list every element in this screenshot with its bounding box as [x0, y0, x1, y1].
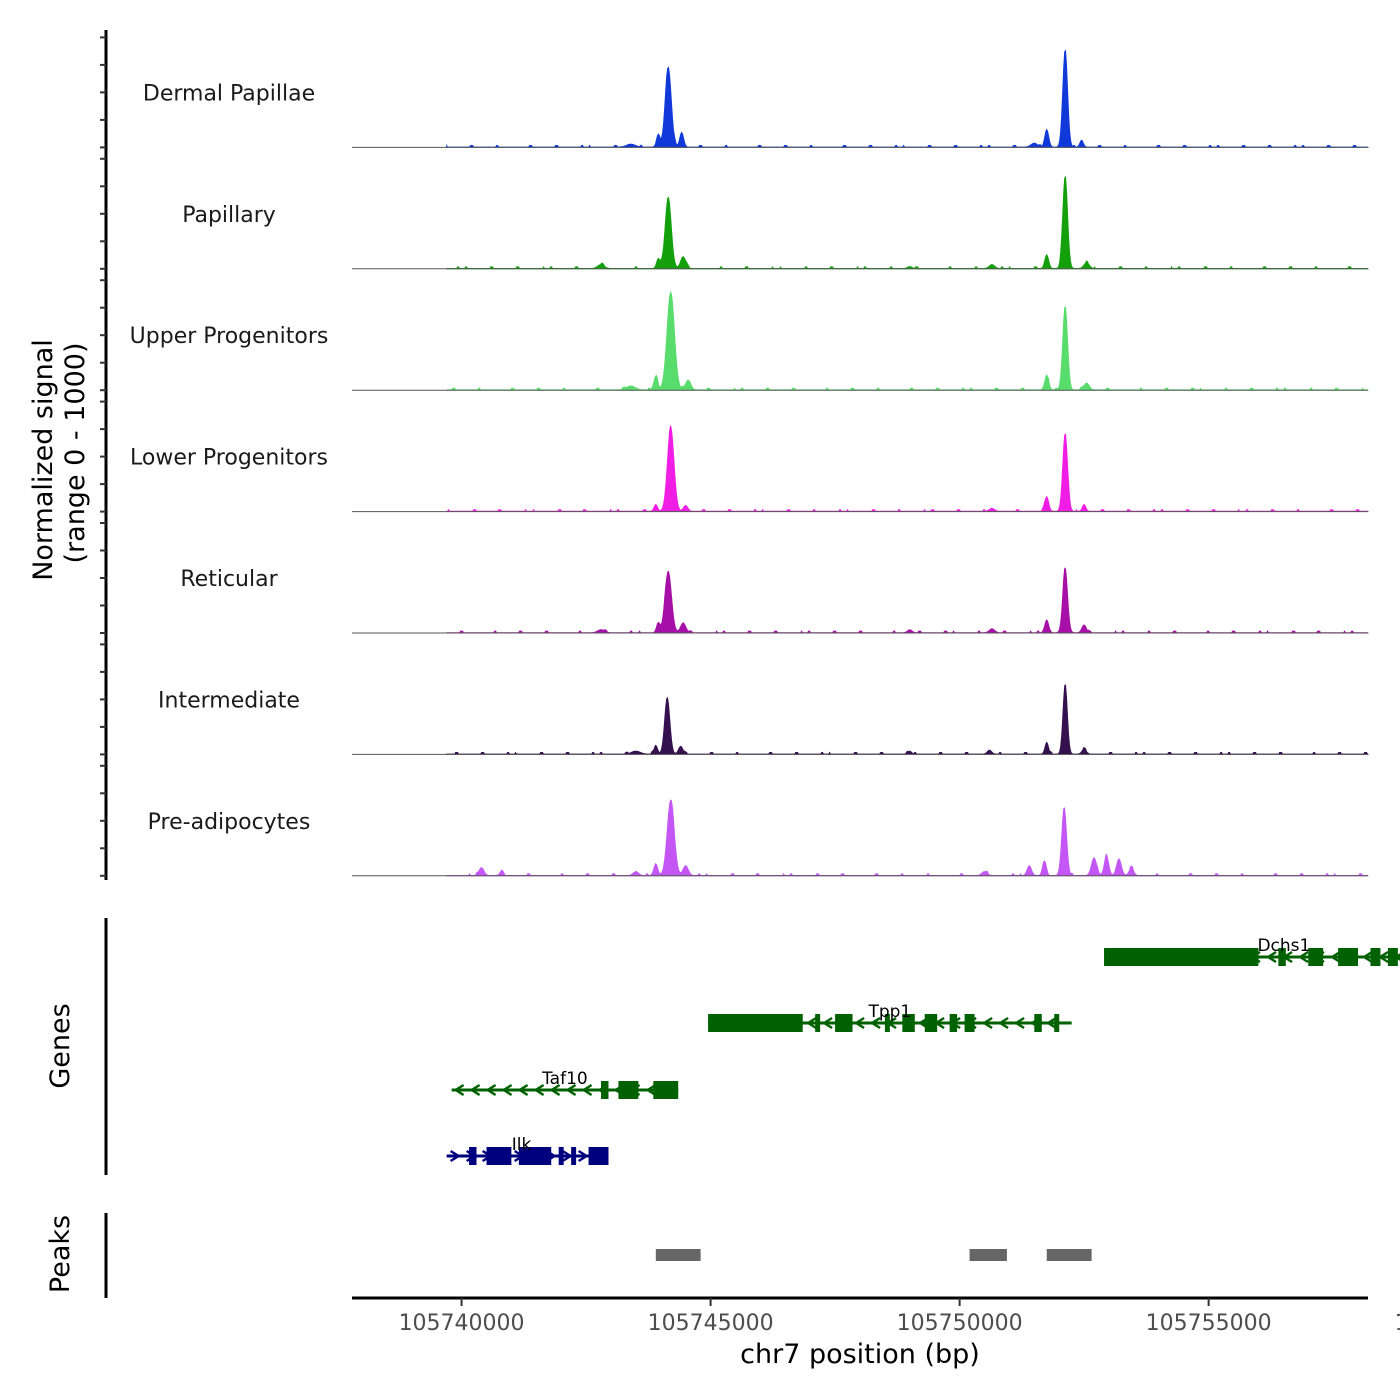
y-axis-subtitle: (range 0 - 1000) — [60, 343, 91, 564]
gene-exon — [835, 1014, 853, 1032]
strand-arrow — [565, 1083, 577, 1097]
peaks-panel — [104, 1213, 1092, 1298]
x-tick-label: 105740000 — [399, 1311, 525, 1336]
gene-exon — [518, 1147, 552, 1165]
strand-arrow — [581, 1083, 593, 1097]
strand-arrow — [853, 1016, 865, 1030]
x-tick-label: 105760000 — [1395, 1311, 1400, 1336]
track-lower-progenitors: Lower Progenitors — [130, 425, 1369, 513]
strand-arrow — [1045, 1016, 1057, 1030]
strand-arrow — [469, 1083, 481, 1097]
gene-exon — [571, 1147, 577, 1165]
gene-exon — [601, 1081, 609, 1099]
track-dermal-papillae: Dermal Papillae — [143, 49, 1369, 148]
gene-exon — [1054, 1014, 1060, 1032]
gene-exon — [588, 1147, 609, 1165]
gene-exon — [558, 1147, 564, 1165]
x-tick-label: 105750000 — [897, 1311, 1023, 1336]
strand-arrow — [449, 1149, 461, 1163]
gene-exon — [1308, 948, 1324, 966]
gene-exon — [1278, 948, 1286, 966]
strand-arrow — [561, 1149, 573, 1163]
gene-exon — [618, 1081, 639, 1099]
strand-arrow — [645, 1083, 657, 1097]
track-label-lower-progenitors: Lower Progenitors — [130, 446, 328, 471]
gene-ilk: Ilk — [446, 1135, 609, 1165]
gene-exon — [924, 1014, 938, 1032]
strand-arrow — [577, 1149, 589, 1163]
track-upper-progenitors: Upper Progenitors — [130, 290, 1369, 391]
gene-exon — [815, 1014, 821, 1032]
track-label-upper-progenitors: Upper Progenitors — [130, 324, 329, 349]
gene-exon — [708, 1014, 803, 1032]
signal-y-axis — [100, 30, 108, 880]
strand-arrow — [1265, 950, 1277, 964]
gene-exon — [964, 1014, 975, 1032]
strand-arrow — [1297, 950, 1309, 964]
signal-area-pre-adipocytes — [446, 799, 1369, 877]
gene-exon — [902, 1014, 915, 1032]
peak-region — [655, 1249, 701, 1261]
gene-exon — [486, 1147, 512, 1165]
strand-arrow — [501, 1083, 513, 1097]
signal-tracks: Dermal Papillae Papillary Upper Progenitor… — [130, 49, 1369, 877]
strand-arrow — [533, 1083, 545, 1097]
strand-arrow — [997, 1016, 1009, 1030]
track-papillary: Papillary — [182, 175, 1369, 270]
track-label-papillary: Papillary — [182, 203, 276, 228]
track-pre-adipocytes: Pre-adipocytes — [148, 799, 1369, 877]
signal-area-papillary — [446, 175, 1369, 270]
peak-region — [1046, 1249, 1092, 1261]
gene-exon — [884, 1014, 890, 1032]
peak-region — [969, 1249, 1007, 1261]
strand-arrow — [869, 1016, 881, 1030]
genes-panel-label: Genes — [45, 1003, 76, 1088]
strand-arrow — [1361, 950, 1373, 964]
gene-dchs1: Dchs1 — [1104, 936, 1400, 966]
strand-arrow — [1013, 1016, 1025, 1030]
strand-arrow — [805, 1016, 817, 1030]
gene-taf10: Taf10 — [451, 1069, 679, 1099]
x-axis-title: chr7 position (bp) — [740, 1339, 980, 1370]
peaks-panel-label: Peaks — [45, 1215, 76, 1293]
gene-exon — [1034, 1014, 1042, 1032]
strand-arrow — [821, 1016, 833, 1030]
gene-exon — [653, 1081, 679, 1099]
track-label-pre-adipocytes: Pre-adipocytes — [148, 810, 311, 835]
track-intermediate: Intermediate — [158, 684, 1369, 755]
track-label-dermal-papillae: Dermal Papillae — [143, 81, 315, 106]
x-tick-label: 105745000 — [648, 1311, 774, 1336]
gene-label-tpp1: Tpp1 — [867, 1002, 911, 1022]
gene-exon — [949, 1014, 958, 1032]
strand-arrow — [549, 1083, 561, 1097]
track-reticular: Reticular — [180, 567, 1369, 634]
gene-exon — [1104, 948, 1259, 966]
signal-area-reticular — [446, 567, 1369, 634]
gene-exon — [1370, 948, 1381, 966]
signal-area-upper-progenitors — [446, 290, 1369, 391]
gene-label-ilk: Ilk — [512, 1135, 532, 1155]
strand-arrow — [981, 1016, 993, 1030]
signal-area-intermediate — [446, 684, 1369, 755]
track-label-reticular: Reticular — [180, 567, 278, 592]
genes-panel: Dchs1 Tpp1 Taf10 Ilk — [104, 918, 1400, 1175]
gene-exon — [469, 1147, 477, 1165]
strand-arrow — [453, 1083, 465, 1097]
strand-arrow — [1329, 950, 1341, 964]
gene-exon — [1387, 948, 1398, 966]
gene-label-dchs1: Dchs1 — [1257, 936, 1310, 956]
x-tick-label: 105755000 — [1146, 1311, 1272, 1336]
x-axis: 105740000 105745000 105750000 105755000 1057… — [352, 1296, 1400, 1336]
gene-exon — [1338, 948, 1359, 966]
track-label-intermediate: Intermediate — [158, 688, 300, 713]
signal-area-dermal-papillae — [446, 49, 1369, 148]
gene-tpp1: Tpp1 — [708, 1002, 1072, 1032]
strand-arrow — [485, 1083, 497, 1097]
signal-area-lower-progenitors — [446, 425, 1369, 512]
gene-label-taf10: Taf10 — [541, 1069, 588, 1089]
strand-arrow — [517, 1083, 529, 1097]
y-axis-title: Normalized signal — [28, 339, 59, 581]
